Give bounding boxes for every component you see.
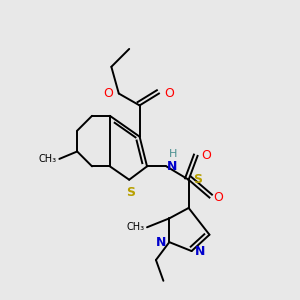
Text: O: O	[103, 87, 113, 100]
Text: N: N	[195, 244, 205, 258]
Text: N: N	[156, 236, 166, 249]
Text: S: S	[193, 173, 202, 186]
Text: CH₃: CH₃	[39, 154, 57, 164]
Text: H: H	[169, 149, 177, 159]
Text: O: O	[213, 191, 223, 204]
Text: CH₃: CH₃	[127, 222, 145, 232]
Text: S: S	[126, 186, 135, 199]
Text: O: O	[164, 87, 174, 100]
Text: N: N	[167, 160, 178, 173]
Text: O: O	[201, 149, 211, 162]
